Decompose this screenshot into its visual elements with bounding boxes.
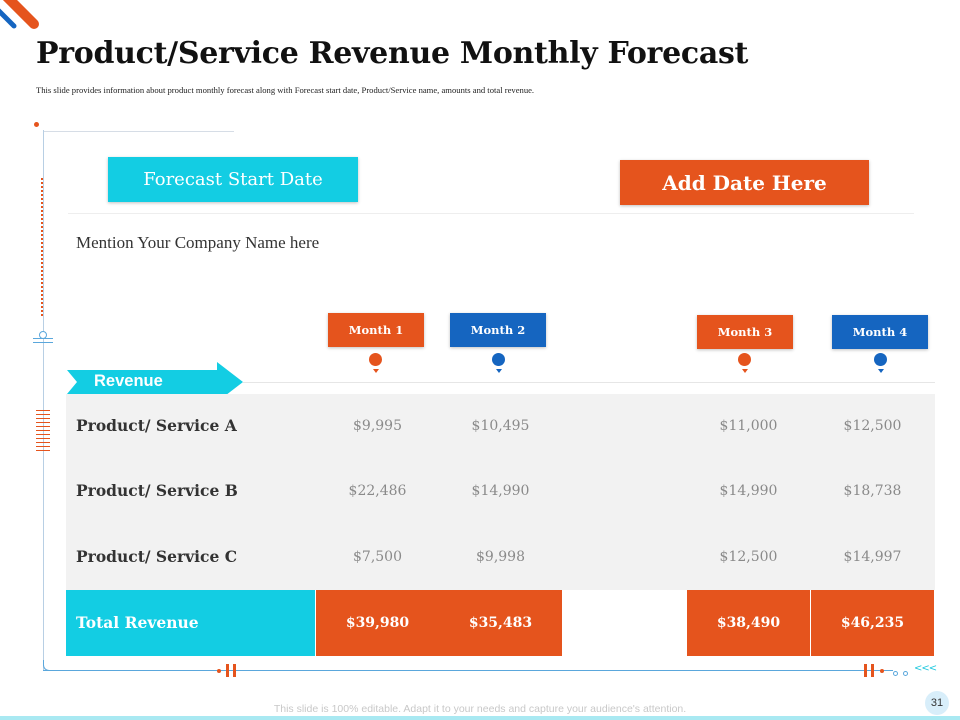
table-cell: $14,997 — [843, 549, 902, 565]
month-tag-1: Month 1 — [328, 313, 424, 347]
table-cell: $12,500 — [719, 549, 778, 565]
month-3-pin-tip — [742, 369, 748, 373]
row-label-service-a: Product/ Service A — [76, 416, 237, 435]
rail-small-circle — [903, 671, 908, 676]
month-tag-3: Month 3 — [697, 315, 793, 349]
table-cell: $11,000 — [719, 418, 778, 434]
month-1-pin-icon — [369, 353, 382, 366]
rail-tick — [33, 338, 53, 339]
revenue-section-label: Revenue — [94, 372, 163, 390]
revenue-divider — [243, 382, 935, 383]
row-label-service-c: Product/ Service C — [76, 547, 238, 566]
forecast-start-label: Forecast Start Date — [108, 157, 358, 202]
rail-bar-cluster — [36, 410, 50, 454]
month-tag-2: Month 2 — [450, 313, 546, 347]
total-revenue-label: Total Revenue — [76, 613, 199, 632]
month-4-pin-tip — [878, 369, 884, 373]
revenue-arrow-banner — [67, 362, 243, 402]
total-cell-month-3: $38,490 — [687, 590, 810, 656]
company-name-placeholder[interactable]: Mention Your Company Name here — [76, 233, 320, 252]
rail-bottom-bar — [871, 664, 874, 677]
footer-note: This slide is 100% editable. Adapt it to… — [273, 703, 687, 715]
rail-bottom-bar — [226, 664, 229, 677]
table-cell: $7,500 — [353, 549, 402, 565]
month-tag-4: Month 4 — [832, 315, 928, 349]
corner-decoration — [0, 0, 39, 29]
total-cell-month-2: $35,483 — [439, 590, 562, 656]
revenue-table — [66, 394, 935, 590]
month-3-pin-icon — [738, 353, 751, 366]
page-subtitle: This slide provides information about pr… — [36, 85, 535, 95]
rail-bottom-bar — [233, 664, 236, 677]
rail-tick — [33, 342, 53, 343]
table-cell: $9,995 — [353, 418, 402, 434]
rail-top-line — [44, 131, 234, 132]
table-cell: $10,495 — [471, 418, 530, 434]
rail-dotted-segment — [41, 178, 46, 316]
rail-bottom-dot — [880, 669, 884, 673]
table-cell: $18,738 — [843, 483, 902, 499]
chevron-left-icon: <<< — [914, 663, 937, 674]
rail-bottom-dot — [217, 669, 221, 673]
month-2-pin-icon — [492, 353, 505, 366]
table-cell: $14,990 — [471, 483, 530, 499]
month-2-pin-tip — [496, 369, 502, 373]
table-cell: $14,990 — [719, 483, 778, 499]
row-label-service-b: Product/ Service B — [76, 481, 238, 500]
forecast-date-placeholder[interactable]: Add Date Here — [620, 160, 869, 205]
rail-top-dot — [34, 122, 39, 127]
rail-small-circle — [893, 671, 898, 676]
table-cell: $22,486 — [348, 483, 407, 499]
total-cell-month-4: $46,235 — [811, 590, 934, 656]
rail-vertical-line — [43, 130, 44, 670]
header-divider — [68, 213, 914, 214]
month-4-pin-icon — [874, 353, 887, 366]
rail-bottom-line — [43, 670, 893, 671]
month-1-pin-tip — [373, 369, 379, 373]
table-cell: $9,998 — [476, 549, 525, 565]
footer-strip — [0, 716, 960, 720]
page-number: 31 — [925, 691, 949, 715]
total-cell-month-1: $39,980 — [316, 590, 439, 656]
total-row-header — [66, 590, 315, 656]
rail-bottom-bar — [864, 664, 867, 677]
table-cell: $12,500 — [843, 418, 902, 434]
page-title: Product/Service Revenue Monthly Forecast — [36, 36, 749, 71]
